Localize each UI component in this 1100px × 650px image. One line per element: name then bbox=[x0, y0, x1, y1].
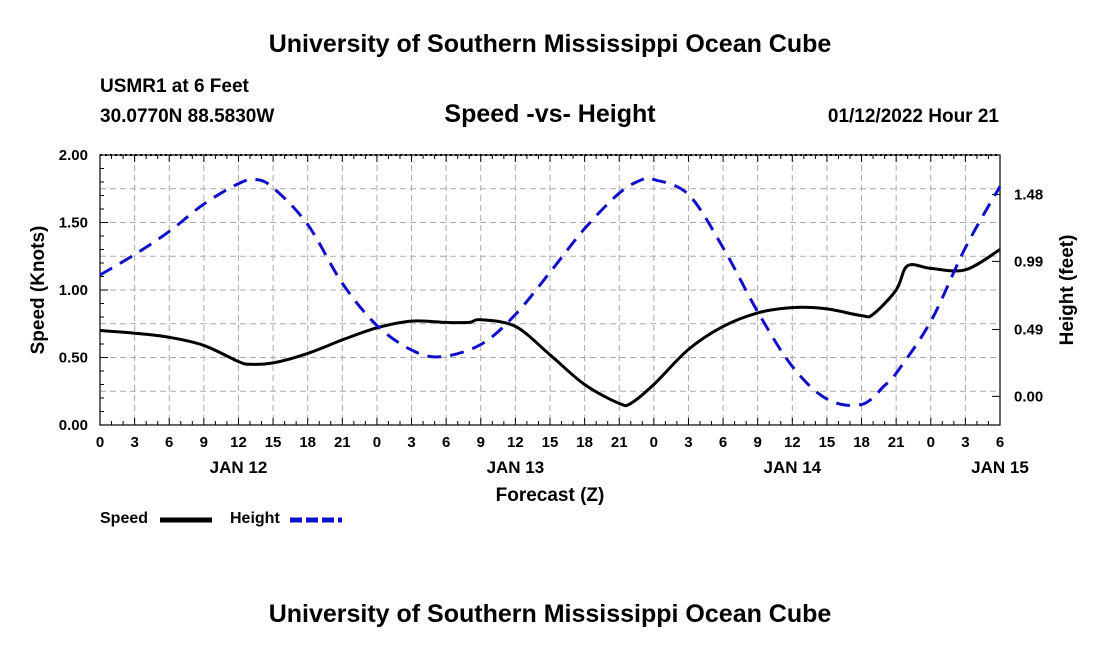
x-tick-label: 0 bbox=[373, 434, 381, 451]
chart-axes bbox=[99, 154, 1001, 426]
x-tick-label: 12 bbox=[507, 434, 524, 451]
y-left-tick-label: 0.00 bbox=[59, 417, 88, 434]
legend-height-label: Height bbox=[230, 510, 280, 527]
x-day-label: JAN 13 bbox=[487, 458, 545, 477]
x-tick-label: 3 bbox=[684, 434, 692, 451]
series-line-height bbox=[99, 176, 1002, 408]
x-tick-label: 21 bbox=[334, 434, 351, 451]
x-axis-title: Forecast (Z) bbox=[496, 485, 605, 506]
x-tick-label: 6 bbox=[165, 434, 173, 451]
chart-title: Speed -vs- Height bbox=[444, 100, 656, 128]
y-left-axis-title: Speed (Knots) bbox=[28, 226, 49, 355]
x-tick-label: 9 bbox=[200, 434, 208, 451]
x-tick-label: 15 bbox=[542, 434, 559, 451]
y-left-tick-label: 1.00 bbox=[59, 282, 88, 299]
x-tick-label: 6 bbox=[719, 434, 727, 451]
x-tick-label: 18 bbox=[576, 434, 593, 451]
y-right-tick-label: 0.00 bbox=[1014, 388, 1043, 405]
y-right-axis-title: Height (feet) bbox=[1057, 235, 1078, 346]
x-tick-label: 21 bbox=[888, 434, 905, 451]
grid-lines bbox=[100, 155, 1000, 425]
axis-labels: 0 3 6 9 12 15 18 21 0 3 6 9 12 15 18 21 0 3 6 9 12 15 18 21 0 3 6 J… bbox=[28, 147, 1078, 506]
x-day-label: JAN 15 bbox=[971, 458, 1029, 477]
forecast-datetime: 01/12/2022 Hour 21 bbox=[827, 106, 999, 127]
station-coordinates: 30.0770N 88.5830W bbox=[100, 106, 275, 127]
series-line-speed bbox=[99, 248, 1001, 408]
x-tick-label: 9 bbox=[754, 434, 762, 451]
x-tick-label: 18 bbox=[853, 434, 870, 451]
x-tick-label: 3 bbox=[407, 434, 415, 451]
x-tick-label: 21 bbox=[611, 434, 628, 451]
y-left-tick-label: 0.50 bbox=[59, 350, 88, 367]
y-left-tick-label: 1.50 bbox=[59, 215, 88, 232]
x-day-label: JAN 12 bbox=[210, 458, 268, 477]
x-tick-label: 0 bbox=[96, 434, 104, 451]
footer-title: University of Southern Mississippi Ocean… bbox=[268, 600, 832, 628]
x-day-label: JAN 14 bbox=[763, 458, 821, 477]
y-right-tick-label: 0.49 bbox=[1014, 322, 1043, 339]
x-tick-label: 3 bbox=[130, 434, 138, 451]
x-tick-label: 0 bbox=[650, 434, 658, 451]
x-tick-label: 3 bbox=[961, 434, 969, 451]
chart-series bbox=[99, 176, 1002, 408]
x-tick-label: 18 bbox=[299, 434, 316, 451]
x-tick-label: 6 bbox=[996, 434, 1004, 451]
legend-speed-label: Speed bbox=[100, 510, 149, 527]
x-tick-label: 6 bbox=[442, 434, 450, 451]
x-tick-label: 0 bbox=[927, 434, 935, 451]
page-title: University of Southern Mississippi Ocean… bbox=[268, 30, 832, 58]
y-right-tick-label: 1.48 bbox=[1014, 187, 1043, 204]
x-tick-label: 15 bbox=[819, 434, 836, 451]
x-tick-label: 9 bbox=[477, 434, 485, 451]
y-left-tick-label: 2.00 bbox=[59, 147, 88, 164]
x-tick-label: 12 bbox=[784, 434, 801, 451]
station-name: USMR1 at 6 Feet bbox=[100, 76, 249, 97]
x-tick-label: 15 bbox=[265, 434, 282, 451]
y-right-tick-label: 0.99 bbox=[1014, 253, 1043, 270]
x-tick-label: 12 bbox=[230, 434, 247, 451]
